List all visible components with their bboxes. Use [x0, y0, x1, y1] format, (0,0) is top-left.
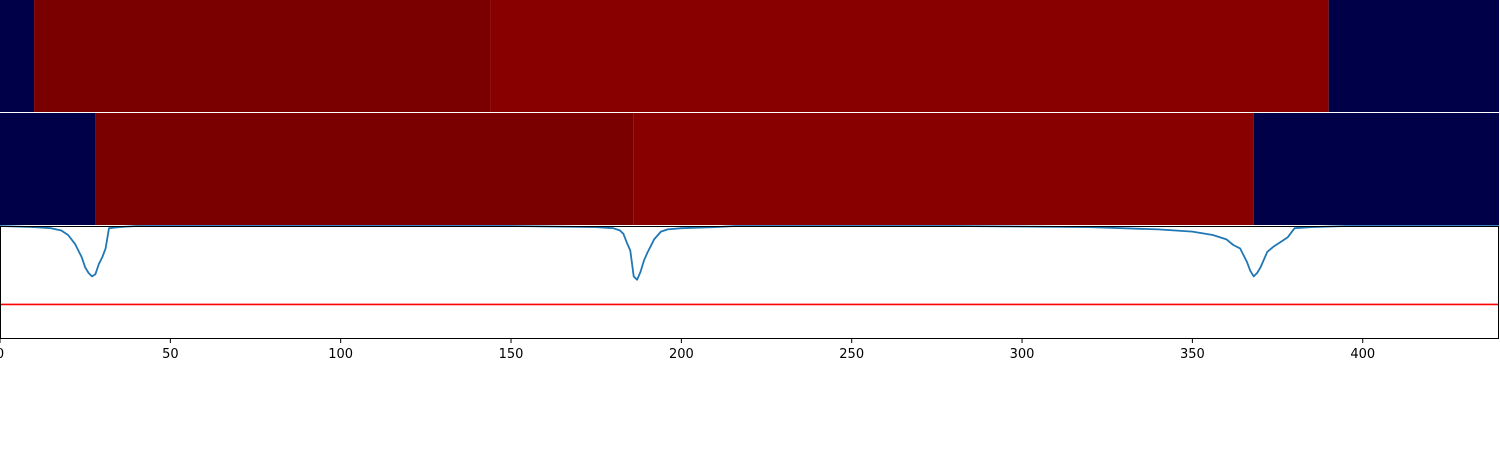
panel-2-segment-4 [1253, 113, 1499, 225]
x-tick-label: 0 [0, 347, 4, 362]
panel-2 [0, 113, 1499, 225]
x-tick-label: 50 [162, 347, 179, 362]
x-tick-label: 150 [499, 347, 524, 362]
panels-layer [0, 0, 1500, 339]
panel-1-segment-4 [1328, 0, 1499, 112]
panel-2-segment-3 [633, 113, 1254, 225]
x-tick-label: 300 [1010, 347, 1035, 362]
x-tick-label: 200 [669, 347, 694, 362]
panel-1-segment-2 [34, 0, 491, 112]
panel-2-segment-1 [0, 113, 96, 225]
x-axis: 0 50 100 150 200 250 300 350 400 [0, 338, 1375, 362]
x-tick-label: 100 [328, 347, 353, 362]
x-tick-label: 250 [839, 347, 864, 362]
panel-1-segment-1 [0, 0, 35, 112]
x-tick-label: 350 [1180, 347, 1205, 362]
panel-2-segment-2 [95, 113, 634, 225]
x-tick-label: 400 [1350, 347, 1375, 362]
panel-1-segment-3 [490, 0, 1329, 112]
panel-1 [0, 0, 1499, 112]
data-line [0, 225, 1499, 281]
panel-3 [0, 225, 1499, 339]
line-panel-background [0, 226, 1499, 338]
line-panel-frame [0, 226, 1499, 339]
